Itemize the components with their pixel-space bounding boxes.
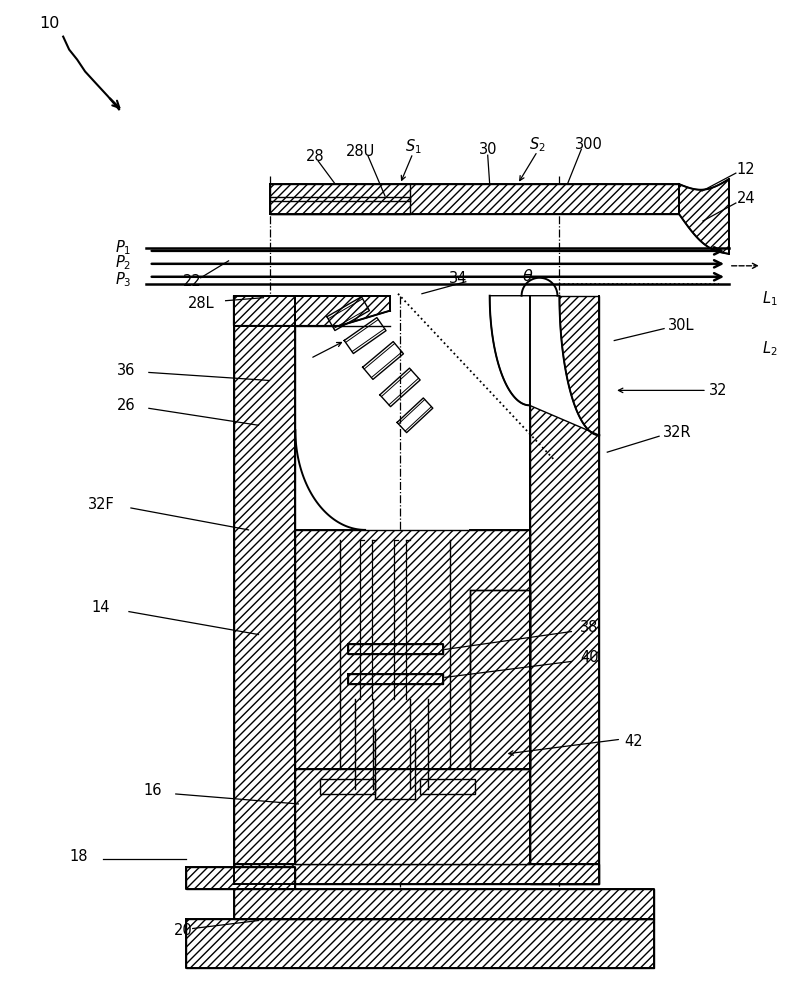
Bar (271, 184, 679, 214)
Text: 42: 42 (624, 734, 643, 749)
Bar (348, 644, 443, 654)
Polygon shape (489, 296, 599, 435)
Text: 28: 28 (306, 149, 324, 164)
Text: $P_3$: $P_3$ (115, 270, 131, 289)
Bar (348, 674, 443, 684)
Text: 300: 300 (575, 137, 603, 152)
Bar (320, 779, 375, 794)
Bar (296, 530, 529, 769)
Text: 24: 24 (737, 191, 755, 206)
Polygon shape (296, 769, 529, 864)
Text: 36: 36 (117, 363, 135, 378)
Text: 32: 32 (709, 383, 727, 398)
Text: 32F: 32F (87, 497, 115, 512)
Text: $\theta$: $\theta$ (521, 268, 533, 284)
Text: $P_1$: $P_1$ (115, 239, 131, 257)
Text: 18: 18 (70, 849, 88, 864)
Text: 10: 10 (39, 16, 59, 31)
Text: 14: 14 (92, 600, 111, 615)
Text: 38: 38 (580, 620, 598, 635)
Bar (271, 197, 410, 214)
Polygon shape (529, 296, 599, 884)
Polygon shape (234, 296, 390, 326)
Bar (186, 919, 654, 968)
Text: 28L: 28L (187, 296, 214, 311)
Bar (469, 590, 529, 769)
Text: 26: 26 (117, 398, 135, 413)
Text: 34: 34 (449, 271, 467, 286)
Polygon shape (234, 296, 296, 884)
Text: 30L: 30L (668, 318, 694, 333)
Text: $S_1$: $S_1$ (405, 137, 421, 156)
Text: $S_2$: $S_2$ (529, 135, 545, 154)
Text: 40: 40 (580, 650, 598, 665)
Text: $L_2$: $L_2$ (762, 339, 777, 358)
Bar (420, 779, 475, 794)
Text: 22: 22 (183, 274, 202, 289)
Text: 12: 12 (737, 162, 755, 177)
Polygon shape (234, 864, 599, 884)
Text: 28U: 28U (345, 144, 375, 159)
Text: $L_1$: $L_1$ (762, 289, 778, 308)
Text: 20: 20 (173, 923, 192, 938)
Bar (186, 867, 296, 889)
Text: $P_2$: $P_2$ (115, 253, 131, 272)
Polygon shape (679, 179, 729, 254)
Text: 30: 30 (478, 142, 497, 157)
Text: 16: 16 (143, 783, 162, 798)
Bar (234, 889, 654, 919)
Text: 32R: 32R (662, 425, 691, 440)
